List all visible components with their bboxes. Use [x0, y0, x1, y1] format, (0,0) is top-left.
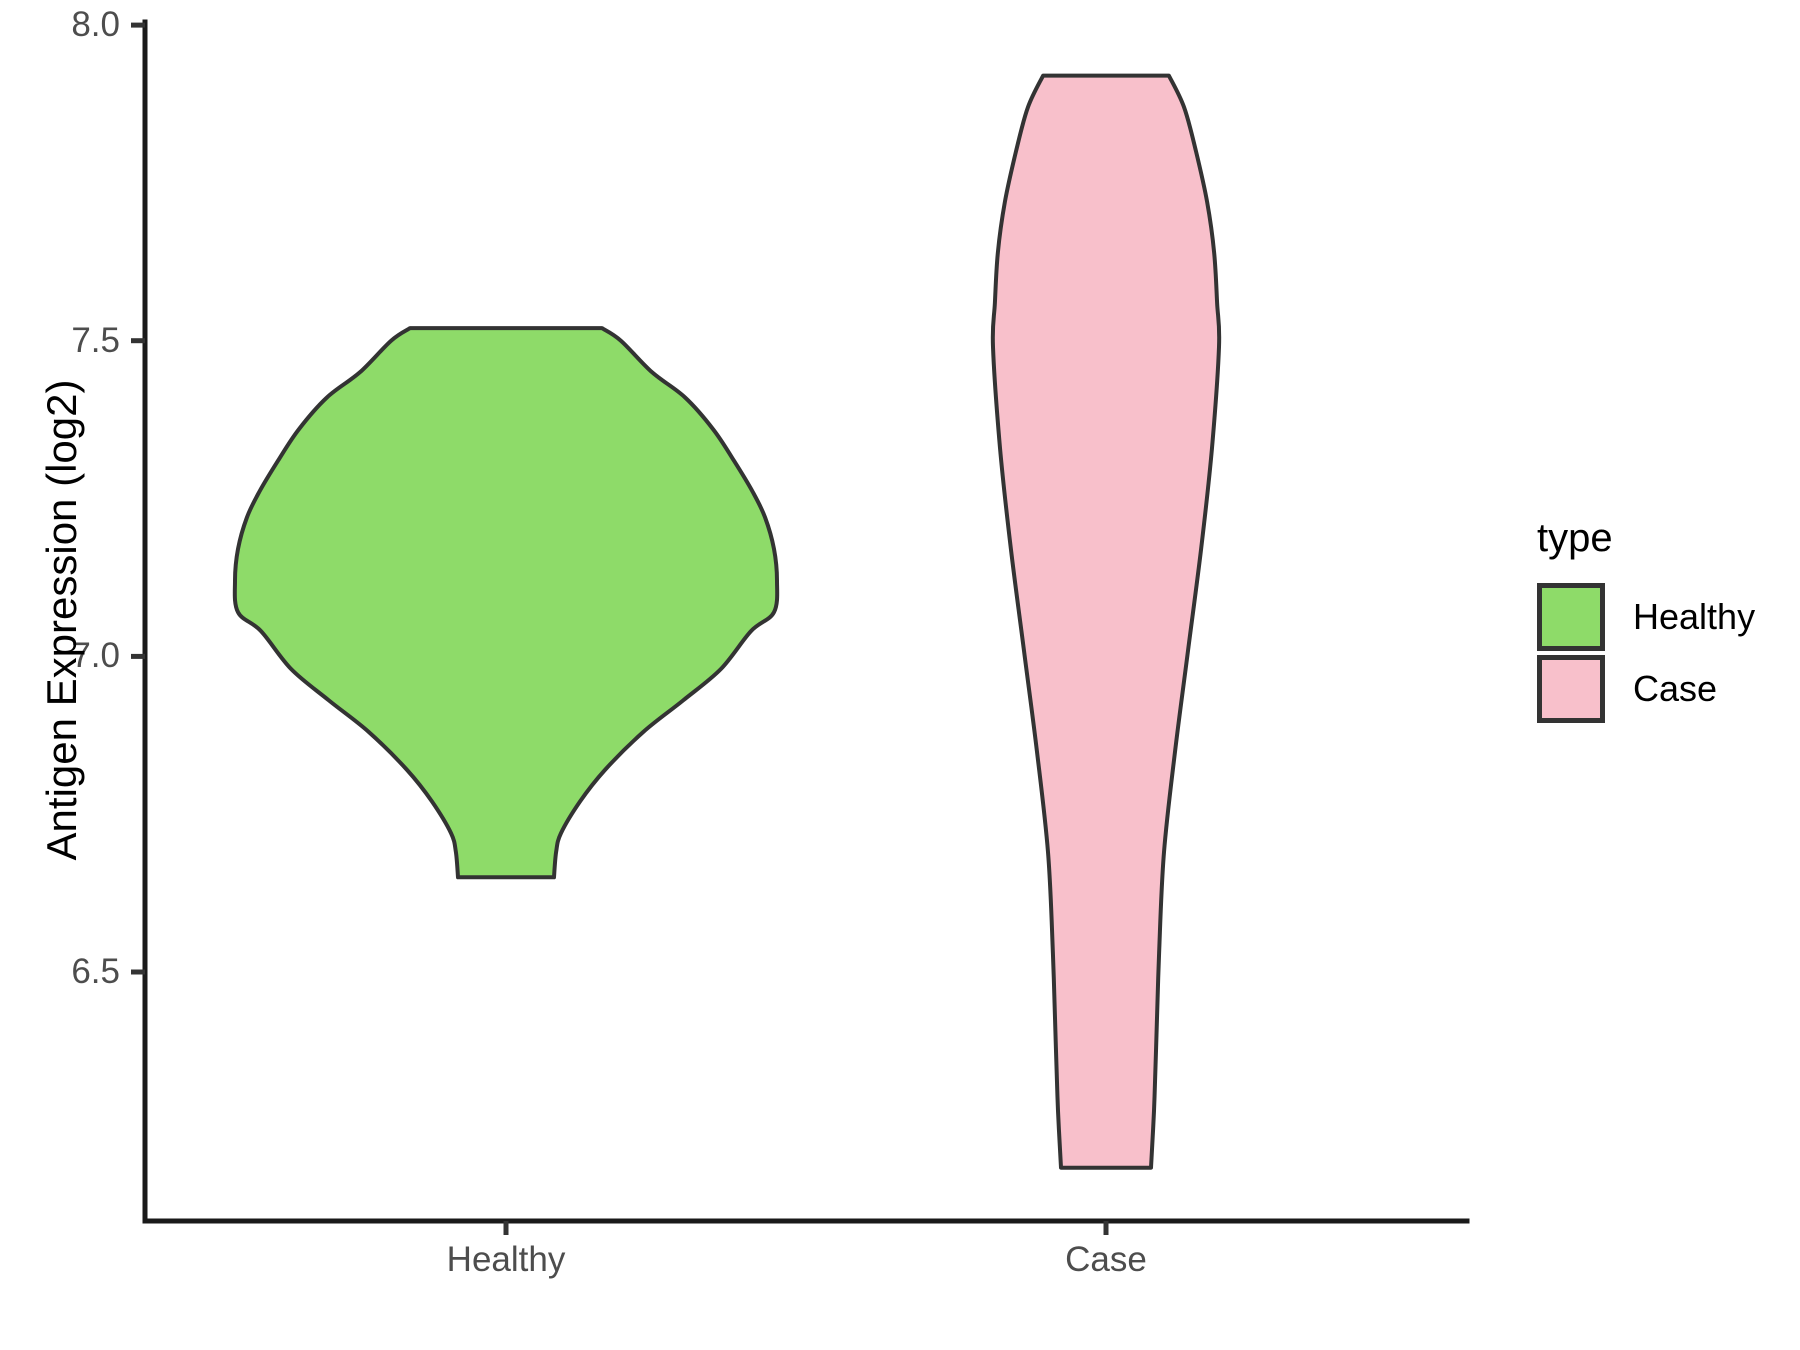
- legend-label-case: Case: [1633, 668, 1718, 709]
- y-tick-label-8.0: 8.0: [71, 5, 120, 44]
- legend: type Healthy Case: [1537, 516, 1755, 727]
- y-tick-label-7.0: 7.0: [71, 636, 120, 675]
- y-tick-label-6.5: 6.5: [71, 952, 120, 991]
- legend-swatch-case: [1537, 655, 1605, 723]
- legend-entry-case: Case: [1537, 655, 1755, 723]
- legend-entry-healthy: Healthy: [1537, 583, 1755, 651]
- y-axis-title: Antigen Expression (log2): [38, 379, 85, 861]
- x-tick-label-healthy: Healthy: [446, 1240, 566, 1279]
- violin-case: [990, 73, 1222, 1170]
- x-tick-label-case: Case: [1065, 1240, 1147, 1279]
- legend-label-healthy: Healthy: [1633, 596, 1756, 637]
- legend-title: type: [1537, 516, 1613, 560]
- y-tick-label-7.5: 7.5: [71, 321, 120, 360]
- axis-lines: [142, 19, 1470, 1224]
- legend-swatch-healthy: [1537, 583, 1605, 651]
- violin-healthy: [232, 326, 780, 880]
